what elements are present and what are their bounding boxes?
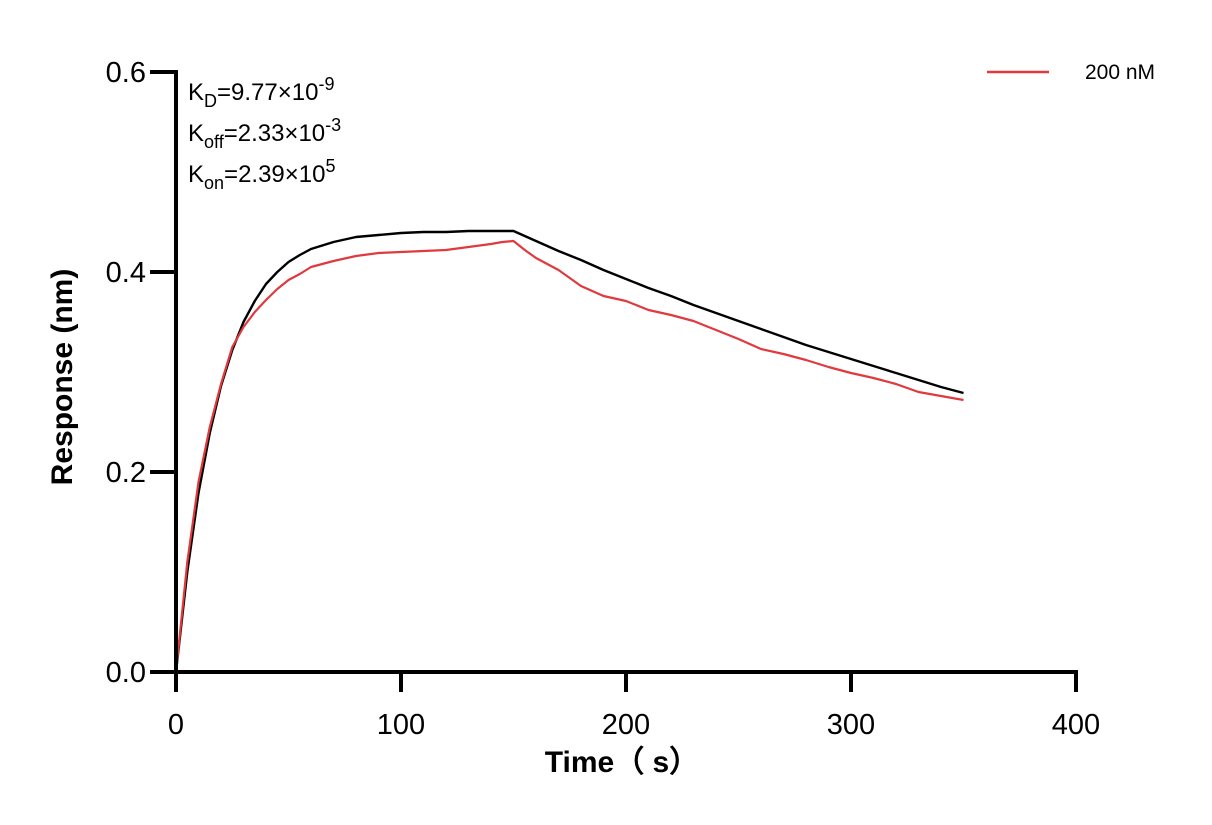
legend: 200 nM [987, 61, 1155, 84]
x-tick-label: 300 [827, 709, 875, 741]
ticks: 0 100 200 300 400 0.0 0.2 0.4 0.6 [106, 57, 1101, 741]
fit-line [174, 229, 964, 673]
kinetics-annotation: Koff=2.33×10-3 [188, 115, 341, 152]
y-tick-label: 0.6 [106, 57, 146, 89]
x-tick-label: 0 [168, 709, 184, 741]
y-axis-title: Response (nm) [46, 269, 79, 486]
kinetics-annotation: KD=9.77×10-9 [188, 74, 334, 111]
x-tick-label: 100 [377, 709, 425, 741]
series-line-200-nm [174, 239, 964, 673]
series-lines [174, 229, 964, 673]
annotations: KD=9.77×10-9 Koff=2.33×10-3 Kon=2.39×105 [188, 74, 341, 193]
x-tick-label: 200 [602, 709, 650, 741]
legend-label: 200 nM [1085, 61, 1155, 84]
y-tick-label: 0.4 [106, 257, 146, 289]
y-tick-label: 0.0 [106, 657, 146, 689]
kinetics-annotation: Kon=2.39×105 [188, 156, 336, 193]
x-axis-title: Time（ s） [545, 745, 700, 779]
y-tick-label: 0.2 [106, 457, 146, 489]
x-tick-label: 400 [1052, 709, 1100, 741]
